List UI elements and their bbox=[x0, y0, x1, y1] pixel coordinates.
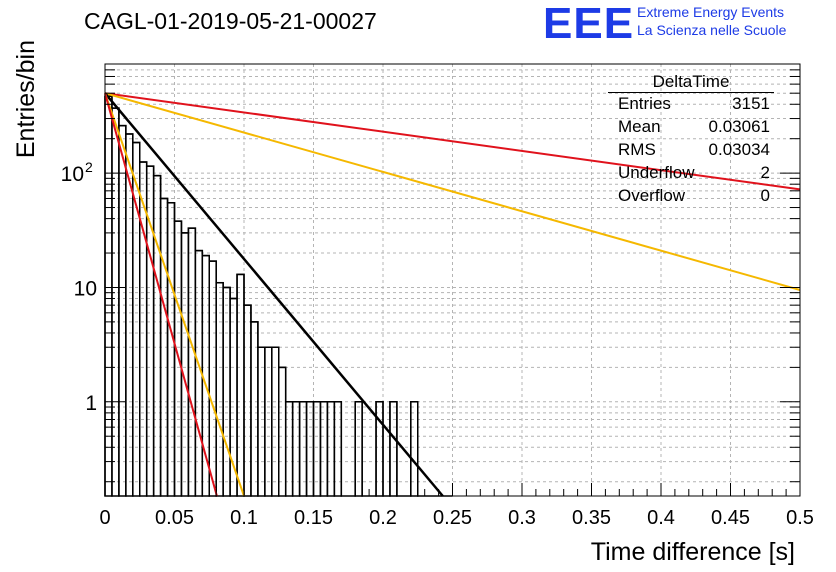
stats-overflow-value: 0 bbox=[760, 186, 770, 205]
x-tick-label: 0.2 bbox=[369, 507, 397, 529]
histogram-bin bbox=[152, 174, 162, 497]
histogram-bin bbox=[215, 281, 224, 497]
x-tick-label: 0 bbox=[99, 507, 110, 529]
histogram-bin bbox=[222, 286, 231, 497]
histogram-bin bbox=[257, 346, 266, 497]
axis-ticks: 0 0.05 0.1 0.15 0.2 0.25 0.3 0.35 0.4 0.45 0.5 1 10 1… bbox=[61, 63, 814, 529]
black-fit-line bbox=[104, 92, 444, 497]
histogram-bin bbox=[250, 321, 259, 497]
histogram-bin bbox=[271, 346, 280, 497]
x-tick-label: 0.35 bbox=[572, 507, 611, 529]
x-tick-label: 0.3 bbox=[508, 507, 536, 529]
x-tick-label: 0.05 bbox=[155, 507, 194, 529]
x-tick-label: 0.5 bbox=[786, 507, 814, 529]
y-tick-label: 1 bbox=[85, 392, 97, 415]
stats-rms-label: RMS bbox=[618, 140, 656, 159]
histogram-bin bbox=[236, 273, 245, 497]
x-tick-label: 0.1 bbox=[230, 507, 258, 529]
orange-fit-line bbox=[104, 92, 245, 497]
stats-underflow-label: Underflow bbox=[618, 163, 695, 182]
y-tick-label: 10 bbox=[74, 277, 97, 300]
histogram-bin bbox=[187, 227, 197, 497]
x-tick-label: 0.15 bbox=[294, 507, 333, 529]
histogram-bin bbox=[180, 232, 190, 497]
y-axis-label: Entries/bin bbox=[12, 40, 40, 158]
red-fit-line bbox=[104, 92, 218, 497]
histogram-bin bbox=[278, 366, 287, 497]
stats-title: DeltaTime bbox=[608, 72, 774, 93]
histogram-bin bbox=[118, 124, 127, 497]
stats-rms-value: 0.03034 bbox=[708, 140, 770, 159]
histogram-bin bbox=[111, 107, 120, 497]
histogram-bin bbox=[208, 260, 217, 497]
y-tick-exponent: 2 bbox=[85, 159, 93, 175]
page-title: CAGL-01-2019-05-21-00027 bbox=[84, 8, 377, 34]
histogram-bin bbox=[243, 304, 252, 497]
orange-fit-line bbox=[104, 92, 801, 291]
logo-line-2: La Scienza nelle Scuole bbox=[637, 22, 787, 38]
stats-mean-value: 0.03061 bbox=[708, 117, 770, 136]
histogram-bin bbox=[264, 346, 273, 497]
histogram-bin bbox=[166, 202, 176, 497]
y-tick-label: 10 bbox=[61, 163, 84, 186]
red-fit-line bbox=[104, 92, 801, 191]
x-tick-label: 0.25 bbox=[433, 507, 472, 529]
stats-mean-label: Mean bbox=[618, 117, 661, 136]
stats-entries-value: 3151 bbox=[732, 94, 770, 113]
x-axis-label: Time difference [s] bbox=[591, 538, 795, 566]
grid bbox=[105, 63, 800, 496]
eee-logo: EEE bbox=[543, 0, 635, 48]
logo-line-1: Extreme Energy Events bbox=[637, 4, 785, 20]
stats-overflow-label: Overflow bbox=[618, 186, 686, 205]
x-tick-label: 0.4 bbox=[647, 507, 675, 529]
fit-lines bbox=[104, 92, 801, 497]
stats-entries-label: Entries bbox=[618, 94, 671, 113]
x-tick-label: 0.45 bbox=[711, 507, 750, 529]
stats-underflow-value: 2 bbox=[760, 163, 770, 182]
